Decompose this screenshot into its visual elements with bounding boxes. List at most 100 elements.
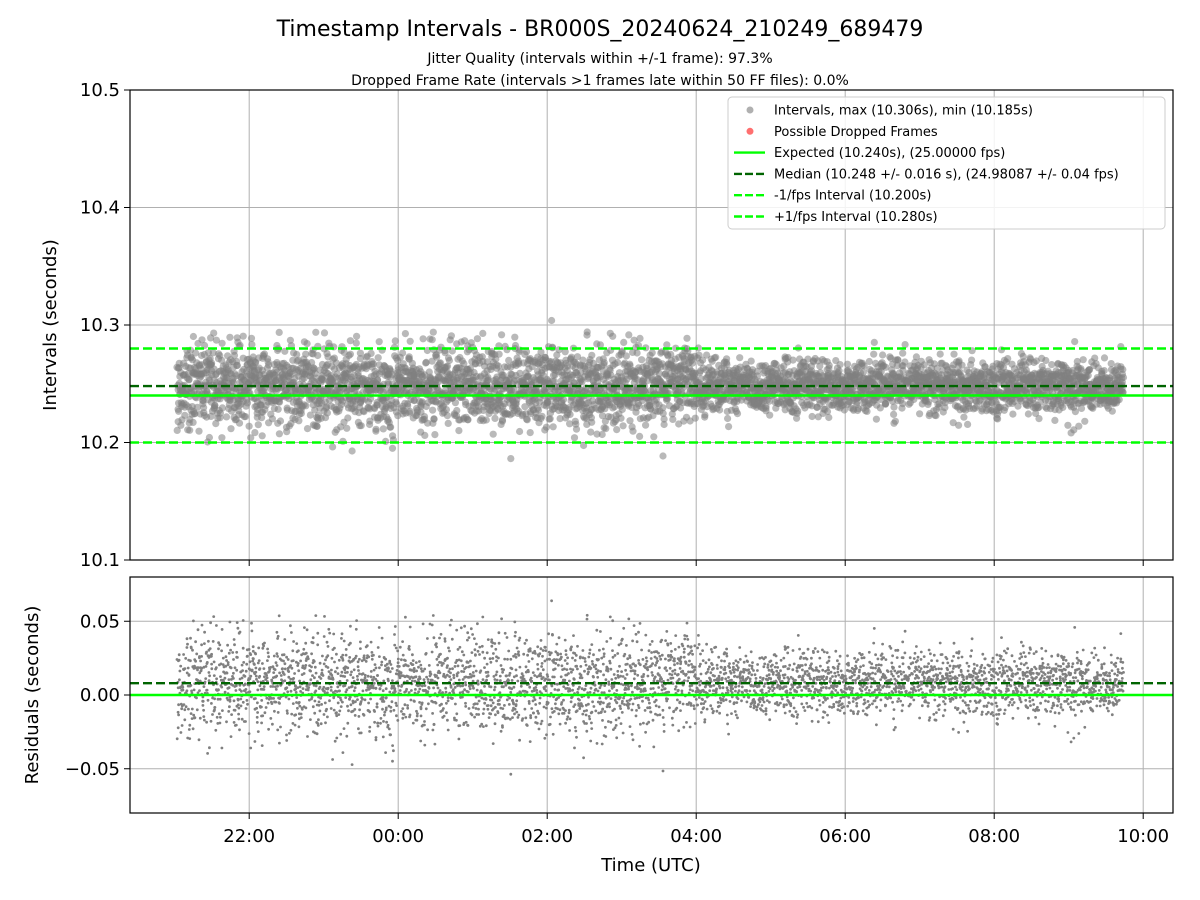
residual-point [233,666,237,670]
residual-point [210,702,213,705]
residual-point [286,658,290,661]
interval-point [899,400,907,408]
residual-point [175,737,179,741]
interval-point [712,353,720,361]
residual-point [271,722,274,726]
interval-point [399,349,407,357]
interval-point [1075,422,1083,430]
residual-point [206,698,210,702]
residual-point [235,668,239,672]
residual-point [277,614,281,618]
residual-point [282,653,286,657]
residual-point [191,727,195,731]
interval-point [648,349,656,357]
legend-entry: Median (10.248 +/- 0.016 s), (24.98087 +… [734,167,1119,182]
residual-point [248,660,252,664]
residual-point [181,688,185,692]
interval-point [245,422,253,430]
residual-point [195,652,199,656]
residual-point [213,708,216,712]
residual-point [215,677,219,681]
legend-label: -1/fps Interval (10.200s) [774,189,931,204]
residual-point [237,717,241,721]
interval-point [650,433,658,441]
interval-point [1107,360,1115,368]
residual-point [205,720,209,724]
residual-point [283,667,287,671]
interval-point [924,398,933,406]
interval-point [455,427,463,435]
residual-point [177,653,181,657]
residual-point [254,652,257,656]
residual-point [262,688,266,691]
residual-point [240,689,243,693]
residual-point [240,663,244,667]
residual-point [191,648,194,652]
intervals-y-ticks: 10.110.210.310.410.5 [80,80,130,571]
intervals-y-axis-label: Intervals (seconds) [40,239,61,411]
interval-point [1042,356,1050,365]
interval-point [346,337,354,345]
residual-point [190,707,194,711]
residual-point [235,621,239,624]
residual-point [244,720,247,723]
residual-point [184,705,188,709]
interval-point [406,407,414,415]
residual-point [237,712,241,716]
residual-point [278,671,281,675]
interval-point [613,426,621,434]
residual-point [224,664,228,668]
residual-point [210,667,214,671]
intervals-y-tick-label: 10.4 [80,198,120,219]
interval-point [716,406,724,414]
residual-point [269,717,273,720]
residual-point [275,664,279,667]
residual-point [266,659,269,662]
residual-point [180,724,184,727]
residual-point [264,706,268,709]
residual-point [239,697,243,701]
interval-point [548,316,556,325]
interval-point [526,429,534,437]
interval-point [274,405,282,413]
residual-point [232,699,236,703]
interval-point [200,404,208,412]
interval-point [587,428,595,436]
interval-point [373,376,382,384]
residual-point [266,651,270,655]
intervals-panel: 10.110.210.310.410.5 Intervals (seconds)… [40,80,1174,571]
interval-point [766,411,774,419]
interval-point [447,332,455,340]
interval-point [825,361,833,369]
interval-point [1081,417,1089,425]
interval-point [186,426,194,434]
interval-point [570,434,579,442]
residual-point [285,733,288,737]
residual-point [194,640,198,644]
residual-point [217,647,220,651]
residual-point [265,674,268,677]
residual-point [211,713,214,716]
residual-point [254,666,258,670]
interval-point [602,425,610,433]
residual-point [185,637,189,641]
residual-point [274,700,278,704]
residual-point [228,620,232,624]
interval-point [388,444,397,452]
interval-point [346,350,354,358]
residual-point [221,709,224,712]
residual-point [226,643,230,647]
interval-point [313,422,321,430]
residual-point [234,723,238,727]
interval-point [583,328,591,336]
residual-point [220,628,224,631]
interval-point [836,361,844,369]
interval-point [372,425,380,433]
intervals-x-ticks [248,560,1144,566]
residual-point [234,689,238,692]
interval-point [195,427,203,435]
interval-point [218,434,226,442]
residual-point [215,715,219,719]
interval-point [659,452,667,460]
